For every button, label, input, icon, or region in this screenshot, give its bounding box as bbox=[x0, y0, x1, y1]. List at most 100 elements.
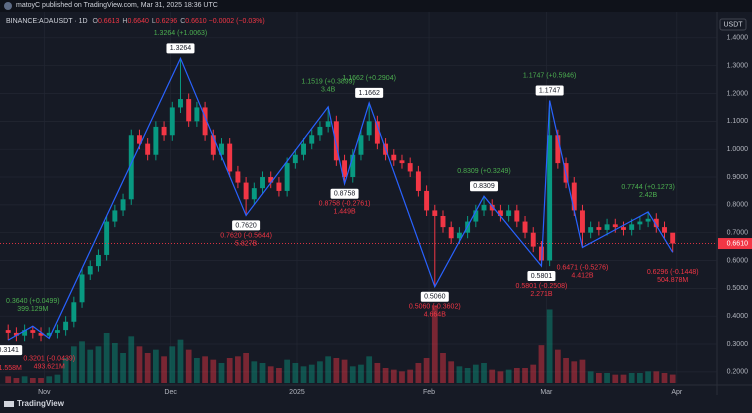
pivot-box bbox=[535, 85, 564, 96]
volume-bar bbox=[571, 361, 578, 383]
volume-bar bbox=[538, 345, 545, 383]
pivot-volume: 3.4B bbox=[321, 87, 336, 94]
pivot-label: 1.1662 bbox=[358, 90, 380, 97]
candle-body bbox=[399, 160, 405, 164]
ohlc-key: O bbox=[92, 18, 98, 25]
candle-body bbox=[579, 210, 585, 233]
candle-body bbox=[71, 302, 77, 322]
candle-body bbox=[448, 227, 454, 239]
candle-body bbox=[440, 215, 446, 228]
candle-body bbox=[621, 227, 626, 230]
candle-body bbox=[5, 330, 11, 333]
volume-bar bbox=[218, 363, 225, 383]
volume-bar bbox=[70, 346, 77, 383]
volume-bar bbox=[374, 363, 381, 383]
volume-bar bbox=[341, 359, 348, 383]
symbol: BINANCE:ADAUSDT · 1D bbox=[6, 18, 88, 25]
volume-bar bbox=[554, 349, 561, 383]
volume-bar bbox=[481, 363, 487, 383]
pivot-label: 0.5801 bbox=[531, 273, 553, 280]
candle-body bbox=[145, 143, 151, 155]
volume-bar bbox=[464, 368, 471, 383]
volume-bar bbox=[530, 364, 537, 383]
candle-body bbox=[13, 332, 19, 336]
candle-body bbox=[194, 107, 200, 122]
volume-bar bbox=[95, 346, 102, 383]
candle-body bbox=[63, 321, 69, 331]
ohlc-key: L bbox=[151, 18, 156, 25]
candle-body bbox=[588, 227, 594, 233]
volume-bar bbox=[144, 353, 151, 383]
candle-body bbox=[571, 182, 577, 211]
pivot-volume: 399.129M bbox=[17, 306, 48, 313]
volume-bar bbox=[169, 346, 176, 383]
ohlc-value: 0.6610 bbox=[185, 18, 207, 25]
volume-bar bbox=[128, 336, 135, 383]
volume-bar bbox=[111, 343, 118, 383]
y-tick-label: 0.2000 bbox=[727, 369, 749, 376]
symbol-line: BINANCE:ADAUSDT · 1D O0.6613 H0.6640 L0.62… bbox=[6, 18, 265, 25]
ohlc-value: 0.6613 bbox=[97, 18, 120, 25]
volume-bar bbox=[185, 349, 192, 383]
last-price-label: 0.6610 bbox=[727, 240, 749, 247]
volume-bar bbox=[349, 366, 356, 383]
volume-bar bbox=[653, 371, 660, 383]
pivot-volume: 2.42B bbox=[639, 192, 658, 199]
candle-body bbox=[128, 135, 134, 200]
pivot-box bbox=[166, 43, 195, 54]
volume-bar bbox=[120, 353, 126, 383]
pivot-box bbox=[355, 87, 384, 98]
candle-body bbox=[604, 224, 610, 230]
candle-body bbox=[391, 154, 397, 161]
pivot-volume: 41.558M bbox=[0, 365, 22, 372]
candle-body bbox=[95, 254, 101, 267]
volume-bar bbox=[489, 369, 496, 383]
volume-bar bbox=[415, 363, 422, 383]
volume-bar bbox=[103, 333, 110, 383]
candle-body bbox=[54, 330, 60, 333]
volume-bar bbox=[366, 356, 373, 383]
pivot-label: 0.3141 bbox=[0, 347, 19, 354]
ohlc-value: 0.6640 bbox=[127, 18, 149, 25]
candle-body bbox=[555, 135, 561, 164]
volume-bar bbox=[177, 339, 184, 383]
x-tick-label: Feb bbox=[423, 389, 435, 396]
y-tick-label: 0.5000 bbox=[727, 285, 749, 292]
candle-body bbox=[637, 221, 643, 225]
pivot-volume: 1.449B bbox=[333, 209, 356, 216]
candle-body bbox=[87, 266, 93, 275]
candle-body bbox=[161, 126, 167, 136]
candle-body bbox=[301, 143, 306, 155]
volume-bar bbox=[235, 356, 241, 383]
volume-bar bbox=[136, 346, 143, 383]
pivot-volume: 4.664B bbox=[424, 312, 447, 319]
candle-body bbox=[153, 126, 159, 155]
x-tick-label: Apr bbox=[671, 389, 683, 396]
pivot-box bbox=[527, 271, 556, 282]
price-axis bbox=[717, 12, 752, 413]
ohlc-value: 0.6296 bbox=[155, 18, 178, 25]
candle-body bbox=[596, 227, 602, 230]
y-tick-label: 1.4000 bbox=[727, 35, 749, 42]
x-tick-label: Dec bbox=[164, 389, 177, 396]
candle-body bbox=[538, 246, 544, 261]
volume-bar bbox=[407, 369, 414, 383]
publisher-bar: matoyC published on TradingView.com, Mar… bbox=[0, 0, 752, 12]
candle-body bbox=[424, 190, 430, 211]
candle-body bbox=[227, 143, 233, 172]
currency-box bbox=[719, 18, 747, 31]
pivot-box bbox=[470, 181, 499, 192]
candle-body bbox=[235, 171, 241, 183]
candle-body bbox=[506, 210, 512, 216]
pivot-change: 0.5801 (-0.2508) bbox=[516, 283, 568, 290]
avatar bbox=[4, 2, 12, 10]
volume-bar bbox=[563, 358, 569, 383]
volume-bar bbox=[13, 378, 20, 383]
volume-bar bbox=[21, 376, 28, 383]
pivot-change: 0.7620 (-0.5644) bbox=[220, 232, 272, 239]
volume-bar bbox=[284, 359, 290, 383]
volume-bar bbox=[29, 378, 36, 383]
candle-body bbox=[79, 274, 85, 303]
pivot-change: 1.1519 (+0.3899) bbox=[301, 79, 355, 86]
volume-bar bbox=[604, 373, 610, 383]
